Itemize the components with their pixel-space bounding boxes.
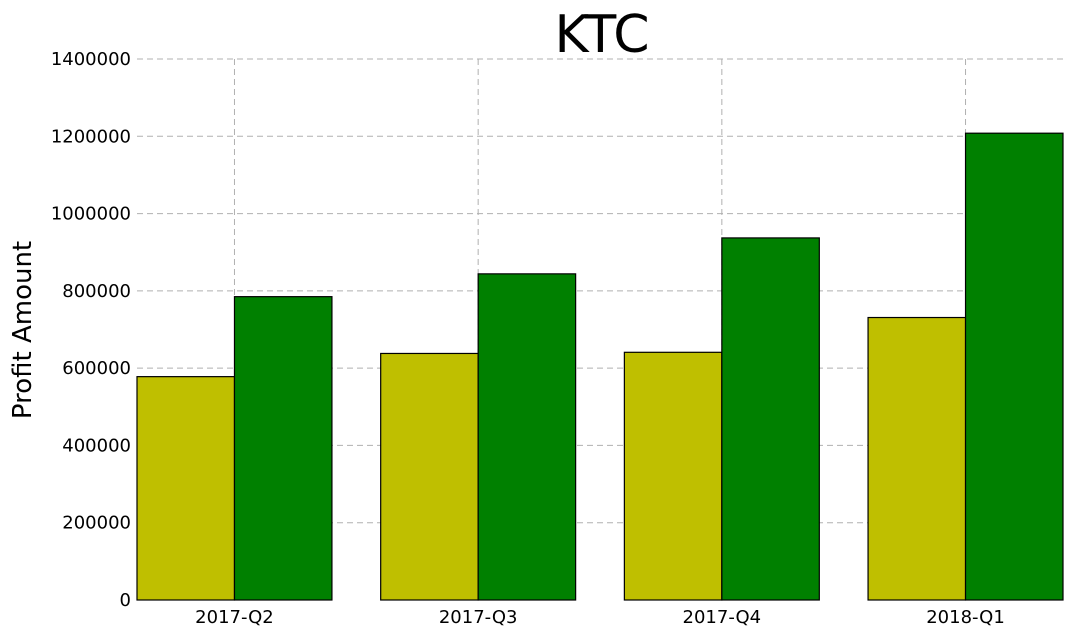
x-tick-label: 2017-Q3 bbox=[439, 607, 518, 628]
y-tick-label: 1200000 bbox=[51, 126, 131, 147]
y-tick-label: 400000 bbox=[62, 435, 131, 456]
bar bbox=[136, 376, 236, 601]
bar bbox=[233, 296, 333, 601]
bar bbox=[867, 316, 967, 601]
y-tick-label: 800000 bbox=[62, 281, 131, 302]
y-tick-label: 600000 bbox=[62, 358, 131, 379]
y-tick-label: 1000000 bbox=[51, 204, 131, 225]
x-ticks: 2017-Q2 2017-Q3 2017-Q4 2018-Q1 bbox=[195, 607, 1005, 628]
y-ticks: 0 200000 400000 600000 800000 1000000 1200000 1… bbox=[51, 49, 131, 611]
x-tick-label: 2017-Q2 bbox=[195, 607, 274, 628]
bar bbox=[477, 273, 577, 601]
y-axis-label: Profit Amount bbox=[8, 241, 38, 419]
bar bbox=[380, 352, 479, 601]
y-tick-label: 200000 bbox=[62, 513, 131, 534]
x-tick-label: 2018-Q1 bbox=[926, 607, 1005, 628]
y-tick-label: 0 bbox=[120, 590, 131, 611]
chart-title: KTC bbox=[554, 5, 649, 65]
bars-layer bbox=[136, 132, 1064, 601]
y-tick-label: 1400000 bbox=[51, 49, 131, 70]
bar bbox=[721, 237, 820, 601]
bar bbox=[623, 351, 723, 601]
x-tick-label: 2017-Q4 bbox=[683, 607, 762, 628]
bar bbox=[964, 132, 1064, 601]
